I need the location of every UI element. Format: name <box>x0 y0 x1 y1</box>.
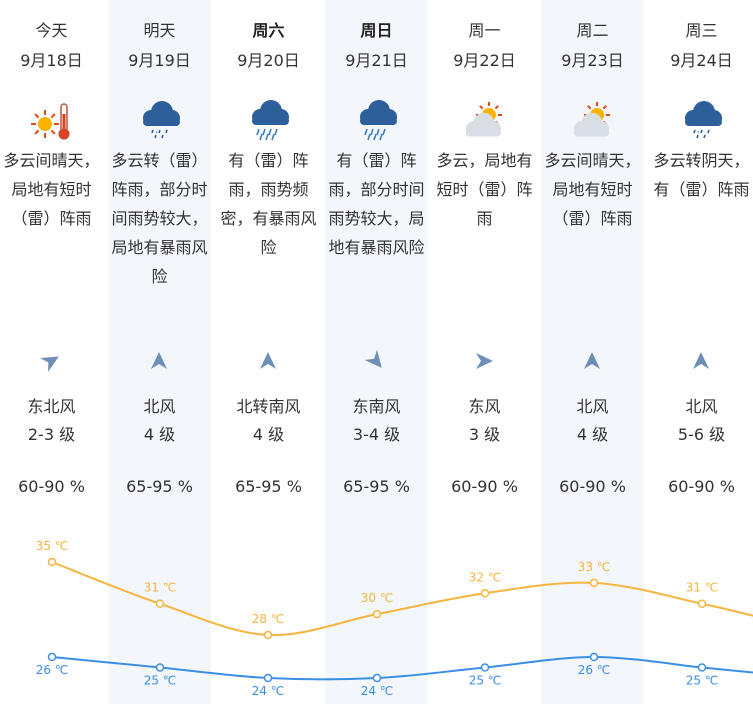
thunder-rain-cloud-icon: ' ' <box>138 100 182 144</box>
wind-info: 北转南风 4 级 <box>217 393 320 449</box>
sun-behind-cloud-icon <box>463 100 507 144</box>
wind-direction-icon <box>471 348 497 374</box>
wind-info: 北风 5-6 级 <box>650 393 753 449</box>
humidity-range: 65-95 % <box>126 477 193 496</box>
weekday-label: 周六 <box>252 21 285 40</box>
wind-info: 北风 4 级 <box>108 393 211 449</box>
wind-direction-icon <box>363 348 389 374</box>
wind-direction: 北风 <box>576 397 609 416</box>
weekday-label: 周三 <box>685 21 718 40</box>
heavy-rain-cloud-icon <box>355 100 399 144</box>
wind-level: 3-4 级 <box>352 425 401 444</box>
heavy-rain-cloud-icon <box>247 100 291 144</box>
wind-direction: 东北风 <box>27 397 76 416</box>
weather-description: 多云转阴天，有（雷）阵雨 <box>653 151 750 199</box>
day-column: 今天 9月18日 多云间晴天，局地有短时（雷）阵雨 东北风 2-3 级 60-90 % <box>0 0 103 704</box>
weather-description: 有（雷）阵雨，雨势频密，有暴雨风险 <box>220 151 317 257</box>
sun-behind-cloud-icon <box>571 100 615 144</box>
day-column: 周六 9月20日 有（雷）阵雨，雨势频密，有暴雨风险 北转南风 4 级 65-95 % <box>217 0 320 704</box>
weather-description: 有（雷）阵雨，部分时间雨势较大，局地有暴雨风险 <box>328 151 425 257</box>
day-column: 周一 9月22日 多云，局地有短时（雷）阵雨 东风 3 级 60-90 % <box>433 0 536 704</box>
date-label: 9月24日 <box>670 51 733 70</box>
wind-direction: 东南风 <box>352 397 401 416</box>
weather-description: 多云间晴天，局地有短时（雷）阵雨 <box>3 151 100 228</box>
wind-level: 3 级 <box>468 425 501 444</box>
humidity-range: 60-90 % <box>559 477 626 496</box>
wind-level: 4 级 <box>143 425 176 444</box>
wind-direction: 东风 <box>468 397 501 416</box>
svg-text:' ': ' ' <box>151 130 158 139</box>
weekday-label: 今天 <box>35 21 68 40</box>
svg-text:' ': ' ' <box>693 130 700 139</box>
weather-description: 多云，局地有短时（雷）阵雨 <box>436 151 533 228</box>
wind-direction-icon <box>255 348 281 374</box>
weekday-label: 周二 <box>576 21 609 40</box>
date-label: 9月19日 <box>128 51 191 70</box>
weekday-label: 周一 <box>468 21 501 40</box>
wind-direction-icon <box>146 348 172 374</box>
date-label: 9月23日 <box>561 51 624 70</box>
wind-info: 东风 3 级 <box>433 393 536 449</box>
day-column: 周三 9月24日 ' ' 多云转阴天，有（雷）阵雨 北风 5-6 级 60-90 % <box>650 0 753 704</box>
day-column: 周日 9月21日 有（雷）阵雨，部分时间雨势较大，局地有暴雨风险 东南风 3-4 级… <box>325 0 428 704</box>
wind-level: 2-3 级 <box>27 425 76 444</box>
date-label: 9月18日 <box>20 51 83 70</box>
wind-direction: 北风 <box>685 397 718 416</box>
wind-info: 北风 4 级 <box>541 393 644 449</box>
thunder-rain-cloud-icon: ' ' <box>680 100 724 144</box>
weekday-label: 周日 <box>360 21 393 40</box>
wind-direction-icon <box>688 348 714 374</box>
wind-info: 东北风 2-3 级 <box>0 393 103 449</box>
wind-direction-icon <box>38 348 64 374</box>
weekday-label: 明天 <box>143 21 176 40</box>
humidity-range: 65-95 % <box>235 477 302 496</box>
wind-direction: 北转南风 <box>236 397 301 416</box>
day-column: 周二 9月23日 多云间晴天，局地有短时（雷）阵雨 北风 4 级 60-90 % <box>541 0 644 704</box>
humidity-range: 60-90 % <box>668 477 735 496</box>
wind-direction-icon <box>579 348 605 374</box>
weather-description: 多云间晴天，局地有短时（雷）阵雨 <box>544 151 641 228</box>
humidity-range: 65-95 % <box>343 477 410 496</box>
wind-level: 5-6 级 <box>677 425 726 444</box>
date-label: 9月20日 <box>237 51 300 70</box>
wind-level: 4 级 <box>576 425 609 444</box>
weather-description: 多云转（雷）阵雨，部分时间雨势较大，局地有暴雨风险 <box>111 151 208 286</box>
wind-level: 4 级 <box>252 425 285 444</box>
sun-thermometer-icon <box>30 100 74 144</box>
wind-direction: 北风 <box>143 397 176 416</box>
date-label: 9月22日 <box>453 51 516 70</box>
humidity-range: 60-90 % <box>18 477 85 496</box>
humidity-range: 60-90 % <box>451 477 518 496</box>
date-label: 9月21日 <box>345 51 408 70</box>
wind-info: 东南风 3-4 级 <box>325 393 428 449</box>
day-column: 明天 9月19日 ' ' 多云转（雷）阵雨，部分时间雨势较大，局地有暴雨风险 北风… <box>108 0 211 704</box>
